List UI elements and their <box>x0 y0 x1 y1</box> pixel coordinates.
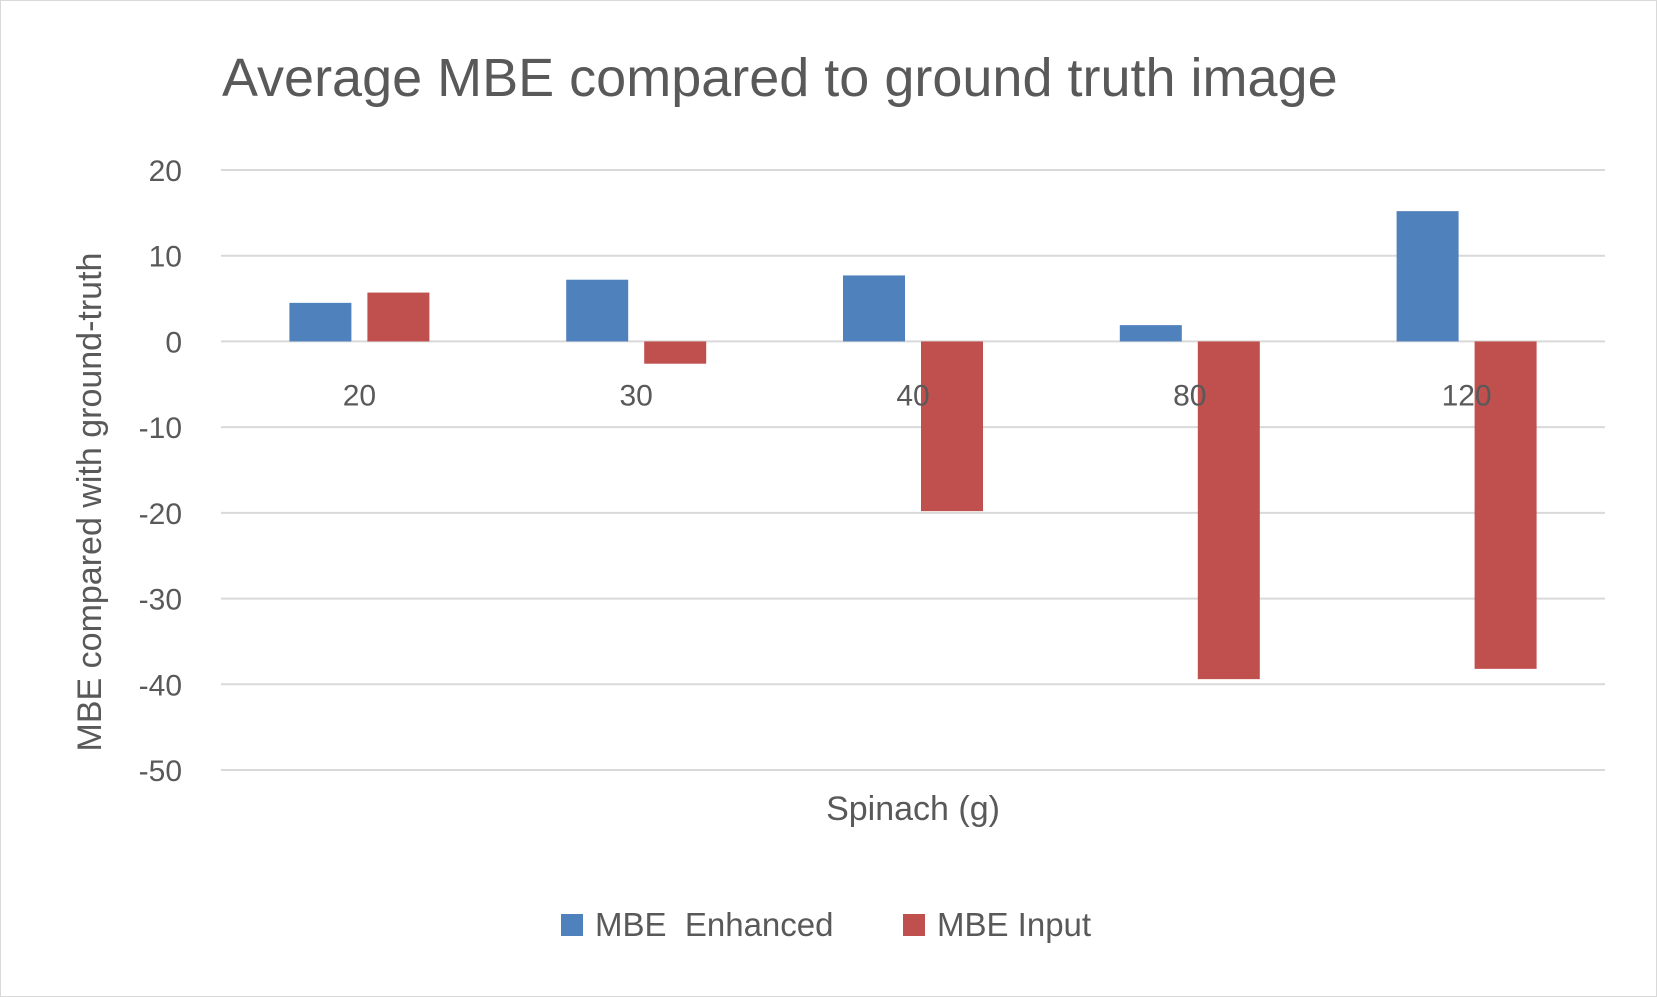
y-axis-ticks: 20 10 0 -10 -20 -30 -40 -50 <box>139 155 182 788</box>
x-tick-label: 120 <box>1442 379 1492 412</box>
legend-swatch <box>903 914 925 936</box>
y-tick-label: 0 <box>165 326 182 359</box>
y-tick-label: -20 <box>139 498 182 531</box>
legend: MBE Enhanced MBE Input <box>561 906 1091 943</box>
bar-mbe-enhanced-120 <box>1396 211 1459 342</box>
y-tick-label: -30 <box>139 584 182 617</box>
y-axis-title: MBE compared with ground-truth <box>71 253 109 752</box>
x-tick-label: 30 <box>620 379 653 412</box>
y-tick-label: -50 <box>139 755 182 788</box>
y-tick-label: -40 <box>139 669 182 702</box>
legend-swatch <box>561 914 583 936</box>
x-axis-ticks: 20 30 40 80 120 <box>343 379 1492 412</box>
gridlines <box>221 169 1605 771</box>
chart-title: Average MBE compared to ground truth ima… <box>222 48 1338 108</box>
legend-label: MBE Enhanced <box>595 906 833 943</box>
bar-mbe-enhanced-80 <box>1119 325 1182 342</box>
x-tick-label: 40 <box>896 379 929 412</box>
x-tick-label: 80 <box>1173 379 1206 412</box>
x-axis-title: Spinach (g) <box>826 790 1000 828</box>
legend-label: MBE Input <box>937 906 1091 943</box>
bar-mbe-enhanced-30 <box>566 279 629 342</box>
x-tick-label: 20 <box>343 379 376 412</box>
bar-mbe-enhanced-20 <box>289 302 352 342</box>
bar-mbe-input-80 <box>1197 341 1260 680</box>
y-tick-label: -10 <box>139 412 182 445</box>
bar-mbe-enhanced-40 <box>843 275 905 342</box>
y-tick-label: 10 <box>149 241 182 274</box>
bar-mbe-input-40 <box>921 341 983 512</box>
bar-mbe-input-30 <box>644 341 707 364</box>
y-tick-label: 20 <box>149 155 182 188</box>
bars <box>289 211 1537 680</box>
bar-mbe-input-120 <box>1474 341 1537 669</box>
bar-mbe-input-20 <box>367 292 430 342</box>
